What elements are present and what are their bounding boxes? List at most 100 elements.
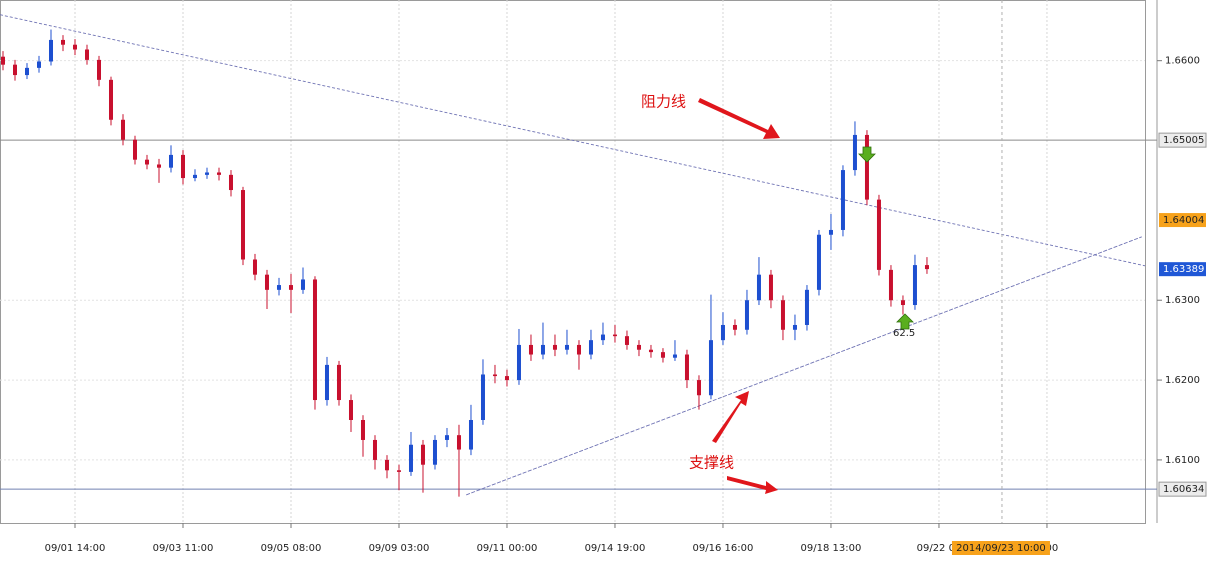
down-marker — [858, 146, 876, 163]
candle-body — [588, 340, 593, 355]
trendline — [466, 236, 1142, 496]
price-box — [1158, 132, 1207, 148]
candle-body — [444, 435, 449, 440]
candle-body — [696, 380, 701, 396]
candle-body — [780, 300, 785, 330]
candle-body — [720, 324, 725, 341]
candle-body — [36, 61, 41, 68]
candle-body — [552, 344, 557, 350]
candle-body — [48, 39, 53, 62]
candle-body — [732, 324, 737, 330]
x-tick-label: 09/16 16:00 — [693, 543, 754, 554]
candle-body — [600, 334, 605, 341]
trendline — [0, 14, 1146, 267]
candle-body — [900, 300, 905, 306]
plot-frame — [0, 0, 1146, 524]
candle-body — [708, 340, 713, 396]
candle-body — [804, 289, 809, 325]
up-marker — [896, 313, 914, 330]
candle-body — [432, 439, 437, 465]
candle-body — [252, 259, 257, 275]
candle-body — [540, 344, 545, 355]
candle-body — [864, 134, 869, 200]
price-label: 1.65005 — [1163, 135, 1204, 146]
candle-body — [912, 265, 917, 306]
candle-body — [648, 349, 653, 353]
arrow — [727, 476, 778, 494]
x-tick-label: 09/01 14:00 — [45, 543, 106, 554]
candle-body — [792, 324, 797, 330]
candle-body — [372, 439, 377, 460]
candle-body — [684, 354, 689, 381]
arrow — [712, 391, 749, 443]
candle-body — [480, 374, 485, 420]
candle-body — [192, 174, 197, 179]
y-tick-label: 1.6300 — [1165, 295, 1200, 306]
candle-body — [216, 172, 221, 175]
candle-body — [180, 154, 185, 179]
candle-body — [504, 376, 509, 381]
candle-body — [12, 64, 17, 76]
candle-body — [468, 419, 473, 450]
labels: 09/01 14:00 09/03 11:00 09/05 08:00 09/09 0… — [45, 56, 1207, 555]
candle-body — [24, 67, 29, 76]
candle-body — [456, 435, 461, 450]
candle-body — [168, 154, 173, 168]
annotation: 阻力线 — [641, 93, 686, 111]
grid — [0, 0, 1162, 528]
arrow — [698, 98, 780, 139]
candle-body — [60, 39, 65, 45]
candle-body — [624, 336, 629, 345]
candle-body — [360, 419, 365, 440]
price-label: 1.60634 — [1163, 484, 1204, 495]
y-tick-label: 1.6200 — [1165, 375, 1200, 386]
candle-body — [264, 274, 269, 290]
annotation: 支撑线 — [689, 454, 734, 472]
candle-body — [420, 444, 425, 465]
candle-body — [672, 354, 677, 358]
candle-body — [72, 44, 77, 50]
candle-body — [96, 59, 101, 80]
candle-body — [924, 265, 929, 270]
y-tick-label: 1.6100 — [1165, 455, 1200, 466]
markers — [858, 146, 914, 330]
candle-body — [528, 344, 533, 355]
candle-body — [756, 274, 761, 301]
price-box — [1158, 481, 1207, 497]
candle-body — [408, 444, 413, 472]
candle-body — [108, 79, 113, 120]
candle-body — [852, 134, 857, 171]
x-tick-label: 09/03 11:00 — [153, 543, 214, 554]
candle-body — [276, 285, 281, 290]
candle-body — [576, 344, 581, 355]
candle-body — [300, 279, 305, 290]
arrows — [698, 98, 780, 494]
annotation: 62.5 — [893, 328, 915, 339]
candle-body — [132, 139, 137, 160]
candle-body — [876, 199, 881, 270]
candle-body — [0, 56, 5, 65]
candle-body — [144, 159, 149, 165]
x-tick-label: 09/18 13:00 — [801, 543, 862, 554]
crosshair-price-label: 1.64004 — [1163, 215, 1204, 226]
candle-body — [204, 172, 209, 175]
candle-body — [240, 190, 245, 260]
candle-body — [564, 344, 569, 350]
crosshair-time-box — [951, 541, 1050, 555]
crosshair-time-label: 2014/09/23 10:00 — [956, 543, 1046, 554]
crosshair-price-box — [1159, 213, 1206, 228]
candle-body — [660, 352, 665, 358]
x-tick-label: 09/11 00:00 — [477, 543, 538, 554]
candle-body — [492, 374, 497, 377]
x-tick-label: 09/22 08 — [917, 543, 962, 554]
candle-body — [516, 344, 521, 381]
candle-body — [816, 234, 821, 290]
candle-body — [396, 470, 401, 472]
candle-body — [636, 344, 641, 350]
candle-body — [768, 274, 773, 301]
candle-body — [840, 170, 845, 230]
candle-body — [84, 49, 89, 60]
candle-body — [828, 229, 833, 235]
